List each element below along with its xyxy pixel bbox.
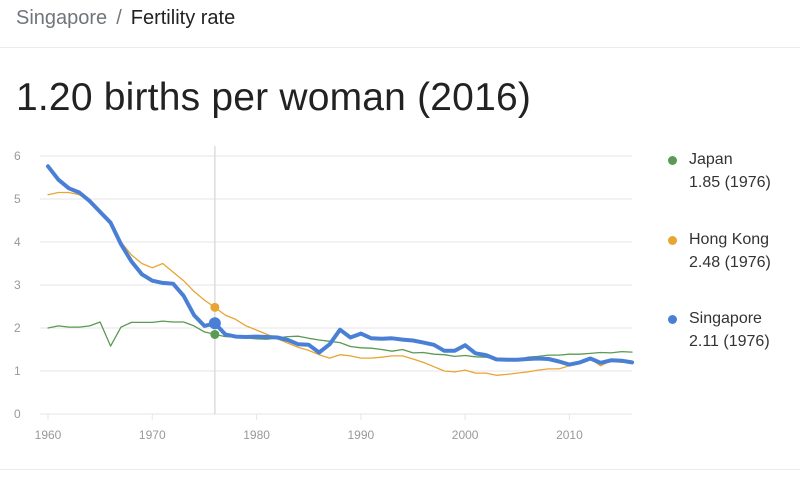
x-tick-label: 1990: [348, 428, 375, 442]
legend-singapore-value: 2.11 (1976): [689, 333, 770, 350]
highlight-point-hong-kong: [210, 302, 220, 312]
highlight-point-singapore: [208, 317, 221, 330]
header-divider: [0, 47, 800, 48]
legend-japan-name: Japan: [689, 151, 733, 168]
y-tick-label: 6: [14, 149, 21, 163]
breadcrumb-singapore-link[interactable]: Singapore: [16, 7, 108, 29]
x-tick-label: 2000: [452, 428, 479, 442]
highlight-point-japan: [210, 329, 220, 339]
legend-singapore-dot: [668, 315, 677, 324]
y-tick-label: 1: [14, 364, 21, 378]
legend-singapore-name: Singapore: [689, 310, 762, 327]
page-title: 1.20 births per woman (2016): [16, 76, 532, 119]
legend-hong-kong-dot: [668, 236, 677, 245]
series-line-singapore: [46, 164, 634, 367]
x-tick-label: 1970: [139, 428, 166, 442]
y-tick-label: 4: [14, 235, 21, 249]
y-tick-label: 0: [14, 407, 21, 421]
legend-hong-kong-value: 2.48 (1976): [689, 254, 771, 271]
legend-japan-dot: [668, 156, 677, 165]
x-tick-label: 1960: [35, 428, 62, 442]
footer-divider: [0, 469, 800, 470]
legend-hong-kong-name: Hong Kong: [689, 231, 770, 248]
breadcrumb-current: Fertility rate: [130, 7, 236, 29]
x-tick-label: 1980: [243, 428, 270, 442]
series-line-hong-kong: [47, 191, 633, 376]
y-tick-label: 5: [14, 192, 21, 206]
legend-japan-value: 1.85 (1976): [689, 174, 771, 191]
y-tick-label: 3: [14, 278, 21, 292]
breadcrumb: Singapore / Fertility rate: [16, 7, 235, 30]
x-tick-label: 2010: [556, 428, 583, 442]
series-line-japan: [47, 320, 633, 361]
breadcrumb-separator: /: [116, 7, 122, 29]
y-tick-label: 2: [14, 321, 21, 335]
